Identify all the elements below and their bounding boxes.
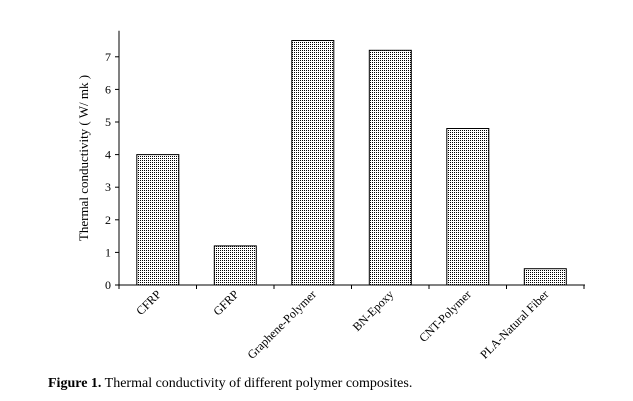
x-tick-label: GFRP bbox=[210, 287, 241, 318]
x-ticks-group: CFRP GFRP Graphene-Polymer BN-Epoxy CNT-Poly… bbox=[118, 285, 585, 362]
y-ticks-group: 0 1 2 3 4 5 6 7 bbox=[105, 50, 119, 292]
bar-cnt-polymer bbox=[446, 128, 490, 286]
y-tick-label: 4 bbox=[105, 148, 111, 162]
x-tick-label: CFRP bbox=[133, 287, 164, 318]
bar-pla-natural-fiber bbox=[523, 268, 567, 286]
x-tick-label: Graphene-Polymer bbox=[244, 287, 318, 361]
y-tick-label: 3 bbox=[105, 180, 111, 194]
figure-caption-text: Thermal conductivity of different polyme… bbox=[104, 376, 413, 391]
x-tick-label: CNT-Polymer bbox=[416, 287, 474, 345]
y-tick-label: 6 bbox=[105, 82, 111, 96]
bars-group bbox=[136, 40, 567, 286]
bar-graphene-polymer bbox=[291, 40, 335, 286]
y-tick-label: 0 bbox=[105, 278, 111, 292]
y-tick-label: 2 bbox=[105, 213, 111, 227]
y-tick-label: 5 bbox=[105, 115, 111, 129]
bar-cfrp bbox=[136, 154, 180, 286]
figure-caption-label: Figure 1. bbox=[48, 376, 102, 391]
x-tick-label: PLA-Natural Fiber bbox=[477, 287, 551, 361]
y-tick-label: 7 bbox=[105, 50, 111, 64]
axes-group bbox=[118, 30, 585, 286]
y-tick-label: 1 bbox=[105, 245, 111, 259]
x-tick-label: BN-Epoxy bbox=[350, 287, 397, 334]
y-axis-label: Thermal conductivity ( W/ mk ) bbox=[76, 75, 91, 241]
figure-caption: Figure 1. Thermal conductivity of differ… bbox=[48, 376, 412, 392]
bar-gfrp bbox=[213, 245, 257, 286]
bar-bn-epoxy bbox=[368, 49, 412, 286]
